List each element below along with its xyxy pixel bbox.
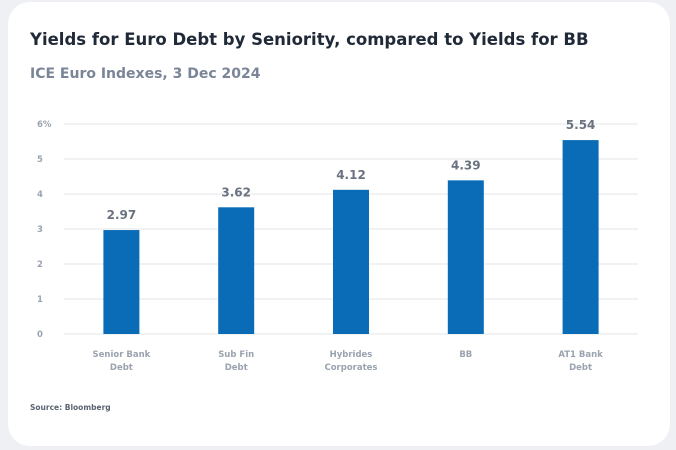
- bar: [333, 189, 369, 334]
- bar: [103, 230, 140, 334]
- bar-value-label: 2.97: [107, 208, 137, 222]
- x-category-label: BB: [459, 350, 472, 360]
- bar: [447, 180, 484, 334]
- y-tick-label: 3: [37, 225, 43, 235]
- source-note: Source: Bloomberg: [30, 403, 111, 412]
- bar-value-label: 4.39: [451, 158, 481, 172]
- y-tick-label: 6%: [37, 120, 52, 130]
- chart-title: Yields for Euro Debt by Seniority, compa…: [30, 30, 589, 49]
- x-category-label: AT1 Bank Debt: [558, 350, 603, 373]
- bar-value-label: 5.54: [566, 118, 596, 132]
- y-tick-label: 5: [37, 155, 43, 165]
- bar-value-label: 4.12: [336, 168, 366, 182]
- chart-subtitle: ICE Euro Indexes, 3 Dec 2024: [30, 66, 261, 82]
- x-category-label: Hybrides Corporates: [324, 350, 377, 373]
- bar: [218, 207, 255, 334]
- y-tick-label: 4: [37, 190, 43, 200]
- x-category-label: Sub Fin Debt: [218, 350, 254, 373]
- x-category-label: Senior Bank Debt: [93, 350, 151, 373]
- y-tick-label: 1: [37, 295, 43, 305]
- y-tick-label: 2: [37, 260, 43, 270]
- bar-value-label: 3.62: [221, 185, 251, 199]
- y-tick-label: 0: [37, 330, 43, 340]
- bar: [562, 140, 599, 334]
